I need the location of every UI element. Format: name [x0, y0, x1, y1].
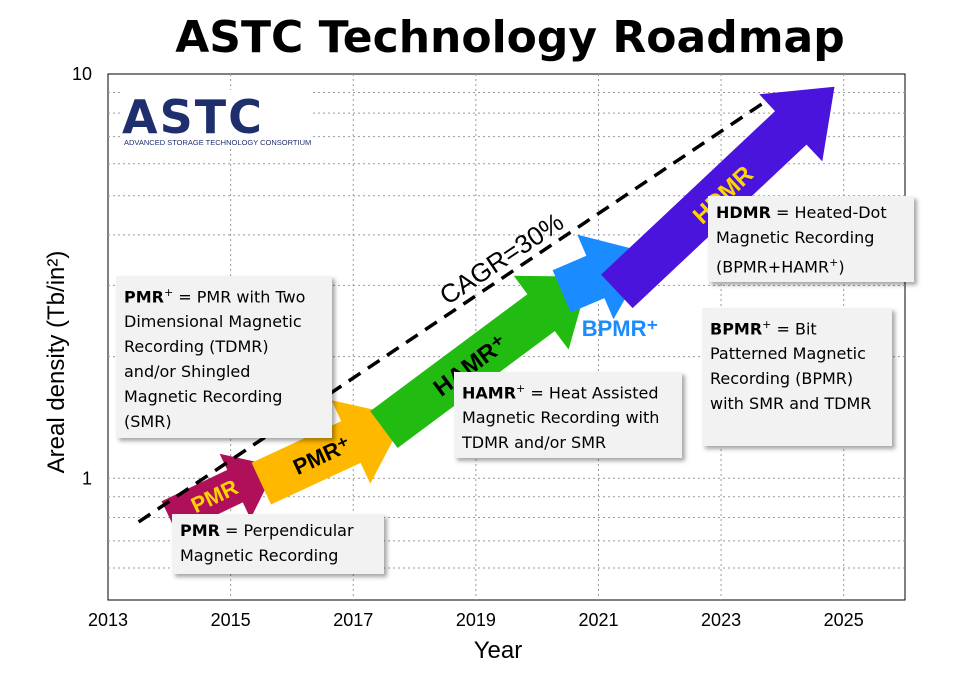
astc-logo: ASTC ADVANCED STORAGE TECHNOLOGY CONSORT… [120, 90, 311, 148]
y-tick-label: 10 [72, 64, 92, 84]
note-bpmr-plus-term: BPMR [710, 319, 763, 339]
note-pmr-plus-term: PMR [124, 287, 164, 307]
note-pmr-plus-sup: + [163, 286, 174, 299]
note-hdmr-sup: + [829, 256, 839, 269]
note-bpmr-plus-text: = Bit Patterned Magnetic Recording (BPMR… [710, 319, 872, 414]
note-bpmr-plus-sup: + [762, 318, 772, 331]
note-hdmr: HDMR = Heated-Dot Magnetic Recording (BP… [708, 196, 914, 282]
y-axis-ticks: 1 10 [72, 64, 92, 488]
arrow-pmr [251, 400, 406, 505]
x-tick-label: 2023 [701, 610, 741, 630]
y-axis-label: Areal density (Tb/in²) [43, 251, 70, 474]
note-pmr-term: PMR [180, 521, 220, 540]
note-hamr-plus-sup: + [516, 382, 526, 395]
logo-subtitle: ADVANCED STORAGE TECHNOLOGY CONSORTIUM [124, 138, 311, 147]
note-pmr: PMR = Perpendicular Magnetic Recording [172, 514, 384, 574]
x-tick-label: 2017 [333, 610, 373, 630]
arrow-pmr [161, 453, 277, 534]
x-tick-label: 2021 [578, 610, 618, 630]
y-axis-label-main: Areal density (Tb/in²) [43, 251, 70, 474]
x-axis-label: Year [474, 637, 523, 664]
note-hdmr-text-end: ) [838, 257, 845, 277]
x-axis-ticks: 2013 2015 2017 2019 2021 2023 2025 [88, 610, 864, 630]
chart-title: ASTC Technology Roadmap [175, 12, 844, 63]
note-pmr-plus-text: = PMR with Two Dimensional Magnetic Reco… [124, 287, 306, 432]
note-hamr-plus: HAMR+ = Heat Assisted Magnetic Recording… [454, 372, 682, 458]
note-hamr-plus-text: = Heat Assisted Magnetic Recording with … [462, 383, 660, 453]
note-hdmr-term: HDMR [716, 203, 771, 222]
note-hdmr-text: = Heated-Dot Magnetic Recording (BPMR+HA… [716, 203, 887, 277]
x-tick-label: 2015 [211, 610, 251, 630]
note-pmr-plus: PMR+ = PMR with Two Dimensional Magnetic… [116, 276, 332, 438]
x-tick-label: 2025 [824, 610, 864, 630]
note-hamr-plus-term: HAMR [462, 383, 517, 403]
note-bpmr-plus: BPMR+ = Bit Patterned Magnetic Recording… [702, 308, 892, 446]
arrow-label-bpmr-plus: BPMR⁺ [582, 316, 658, 341]
x-tick-label: 2019 [456, 610, 496, 630]
y-tick-label: 1 [82, 468, 92, 488]
cagr-trend-line [137, 101, 765, 524]
arrow-hamr [370, 275, 590, 448]
logo-text: ASTC [122, 90, 264, 144]
x-tick-label: 2013 [88, 610, 128, 630]
note-pmr-text: = Perpendicular Magnetic Recording [180, 521, 354, 565]
